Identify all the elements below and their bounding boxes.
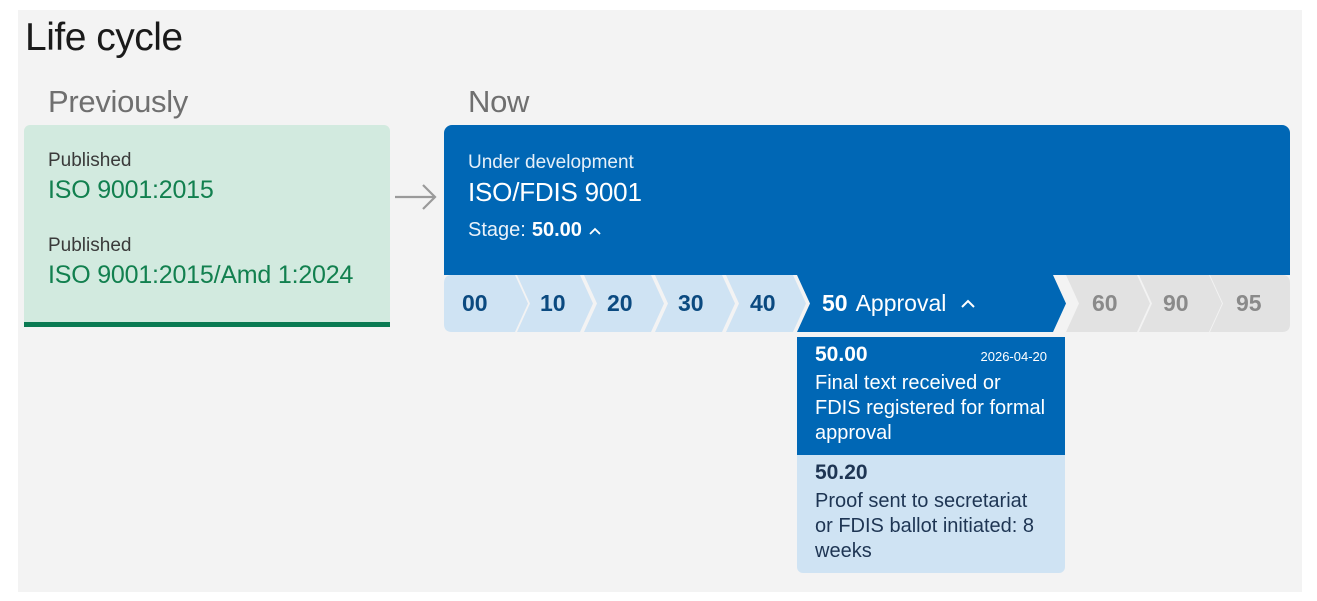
stage-10-shape bbox=[517, 275, 593, 332]
stage-90-label: 90 bbox=[1163, 290, 1189, 316]
stage-value: 50.00 bbox=[531, 219, 582, 241]
previously-heading: Previously bbox=[48, 84, 188, 119]
current-edition-card: Under development ISO/FDIS 9001 Stage: 5… bbox=[444, 125, 1290, 275]
stage-30-label: 30 bbox=[678, 290, 704, 316]
previous-editions-card: Published ISO 9001:2015 Published ISO 90… bbox=[24, 125, 390, 327]
now-heading: Now bbox=[468, 84, 530, 119]
previous-amendment: Published ISO 9001:2015/Amd 1:2024 bbox=[48, 235, 353, 290]
stage-10-label: 10 bbox=[540, 290, 566, 316]
chevron-up-icon bbox=[589, 227, 601, 235]
chevron-up-icon bbox=[961, 299, 976, 308]
arrow-right-icon bbox=[395, 184, 437, 210]
page-title: Life cycle bbox=[25, 16, 183, 59]
stage-00[interactable]: 00 bbox=[444, 275, 528, 332]
substage-next: 50.20 Proof sent to secretariat or FDIS … bbox=[797, 455, 1065, 573]
previous-edition-status: Published bbox=[48, 150, 132, 171]
substage-current-code: 50.00 bbox=[815, 343, 868, 366]
stage-50-shape bbox=[797, 275, 1066, 332]
substage-current-description: Final text received or FDIS registered f… bbox=[815, 372, 1046, 444]
substage-current-date: 2026-04-20 bbox=[980, 349, 1048, 364]
stage-90[interactable]: 90 bbox=[1139, 275, 1222, 332]
stage-90-shape bbox=[1139, 275, 1222, 332]
stage-60-shape bbox=[1066, 275, 1150, 332]
stage-00-shape bbox=[444, 275, 528, 332]
stage-95-label: 95 bbox=[1236, 290, 1262, 316]
stage-30-shape bbox=[655, 275, 735, 332]
stage-50-name: Approval bbox=[855, 290, 947, 316]
stage-10[interactable]: 10 bbox=[517, 275, 593, 332]
current-edition-reference: ISO/FDIS 9001 bbox=[468, 177, 642, 207]
stage-40[interactable]: 40 bbox=[726, 275, 806, 332]
previous-edition: Published ISO 9001:2015 bbox=[48, 150, 214, 205]
stage-20-shape bbox=[584, 275, 664, 332]
substage-current: 50.00 2026-04-20 Final text received or … bbox=[797, 337, 1065, 455]
stage-50-code: 50 bbox=[822, 290, 848, 316]
stage-progress-bar: 00 10 20 30 40 50 Approval 60 90 95 bbox=[444, 275, 1290, 332]
stage-20-label: 20 bbox=[607, 290, 633, 316]
substage-next-description: Proof sent to secretariat or FDIS ballot… bbox=[815, 490, 1034, 562]
stage-20[interactable]: 20 bbox=[584, 275, 664, 332]
stage-00-label: 00 bbox=[462, 290, 488, 316]
stage-40-label: 40 bbox=[750, 290, 776, 316]
stage-50-approval[interactable]: 50 Approval bbox=[797, 275, 1077, 332]
stage-30[interactable]: 30 bbox=[655, 275, 735, 332]
stage-95[interactable]: 95 bbox=[1210, 275, 1290, 332]
stage-60-label: 60 bbox=[1092, 290, 1118, 316]
stage-95-shape bbox=[1210, 275, 1290, 332]
stage-40-shape bbox=[726, 275, 806, 332]
current-edition-status: Under development bbox=[468, 152, 634, 173]
substage-next-code: 50.20 bbox=[815, 461, 868, 484]
previous-amendment-link[interactable]: ISO 9001:2015/Amd 1:2024 bbox=[48, 261, 354, 289]
stage-toggle[interactable]: Stage: 50.00 bbox=[468, 219, 602, 242]
stage-60[interactable]: 60 bbox=[1066, 275, 1150, 332]
substage-dropdown: 50.00 2026-04-20 Final text received or … bbox=[797, 337, 1065, 573]
stage-prefix: Stage: bbox=[468, 219, 526, 241]
previous-edition-link[interactable]: ISO 9001:2015 bbox=[48, 176, 214, 204]
previous-amendment-status: Published bbox=[48, 235, 132, 256]
